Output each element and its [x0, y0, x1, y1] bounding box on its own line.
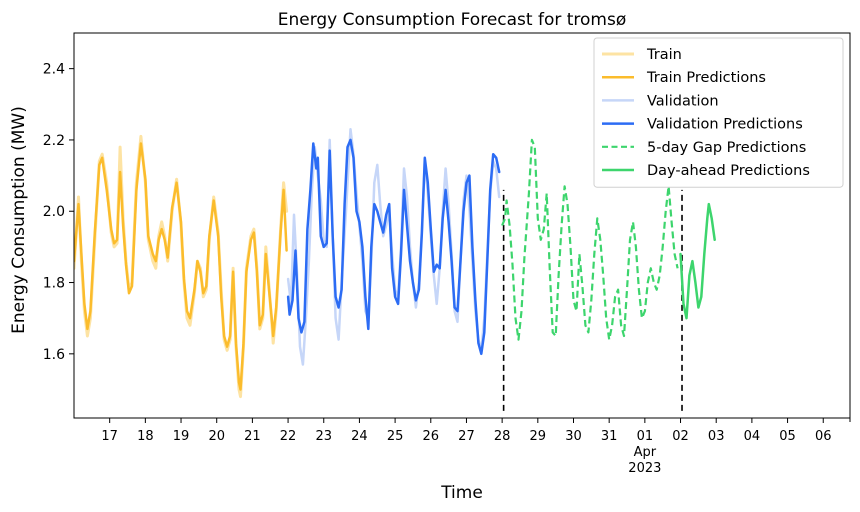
series-lines: [74, 128, 716, 399]
plot-frame: [73, 32, 851, 419]
x-tick-label-19: 05: [779, 429, 796, 444]
x-tick-label-18: 04: [744, 429, 761, 444]
x-tick-label-5: 22: [280, 429, 297, 444]
legend-label-5: Day-ahead Predictions: [647, 163, 810, 179]
x-tick-label-2: 19: [173, 429, 190, 444]
series-line-2: [286, 128, 501, 366]
x-tick-label-6: 23: [315, 429, 332, 444]
y-tick-label-1: 1.8: [43, 276, 65, 292]
legend-label-3: Validation Predictions: [647, 117, 803, 133]
x-tick-label-17: 03: [708, 429, 725, 444]
series-line-5: [679, 202, 716, 320]
y-tick-label-0: 1.6: [43, 347, 65, 363]
vertical-markers: [502, 189, 683, 411]
legend-label-1: Train Predictions: [646, 70, 766, 86]
legend-label-0: Train: [646, 47, 682, 63]
x-tick-label-3: 20: [208, 429, 225, 444]
x-tick-label-13: 30: [565, 429, 582, 444]
x-tick-sublabel-month: Apr: [634, 445, 657, 460]
x-tick-sublabel-year: 2023: [628, 461, 661, 476]
chart-title: Energy Consumption Forecast for tromsø: [278, 10, 627, 30]
x-tick-label-12: 29: [530, 429, 547, 444]
x-tick-label-14: 31: [601, 429, 618, 444]
y-tick-label-4: 2.4: [43, 62, 65, 78]
legend-label-4: 5-day Gap Predictions: [647, 140, 806, 156]
series-line-4: [501, 138, 679, 341]
x-tick-label-4: 21: [244, 429, 261, 444]
x-tick-label-1: 18: [137, 429, 154, 444]
x-tick-label-10: 27: [458, 429, 475, 444]
x-axis-title: Time: [440, 483, 483, 503]
y-axis-title: Energy Consumption (MW): [9, 106, 29, 334]
x-tick-label-11: 28: [494, 429, 511, 444]
legend-label-2: Validation: [647, 93, 719, 109]
y-tick-label-3: 2.2: [43, 133, 65, 149]
x-tick-label-0: 17: [101, 429, 118, 444]
series-line-3: [286, 138, 501, 356]
y-tick-label-2: 2.0: [43, 204, 65, 220]
x-tick-label-15: 01: [637, 429, 654, 444]
x-tick-label-20: 06: [815, 429, 832, 444]
legend-box: [593, 37, 844, 188]
x-tick-label-8: 25: [387, 429, 404, 444]
legend: Train Train Predictions Validation Validati…: [593, 37, 844, 188]
y-axis: 1.6 1.8 2.0 2.2 2.4: [43, 62, 74, 363]
x-tick-label-9: 26: [423, 429, 440, 444]
x-tick-label-16: 02: [672, 429, 689, 444]
series-line-1: [74, 142, 288, 391]
x-tick-label-7: 24: [351, 429, 368, 444]
